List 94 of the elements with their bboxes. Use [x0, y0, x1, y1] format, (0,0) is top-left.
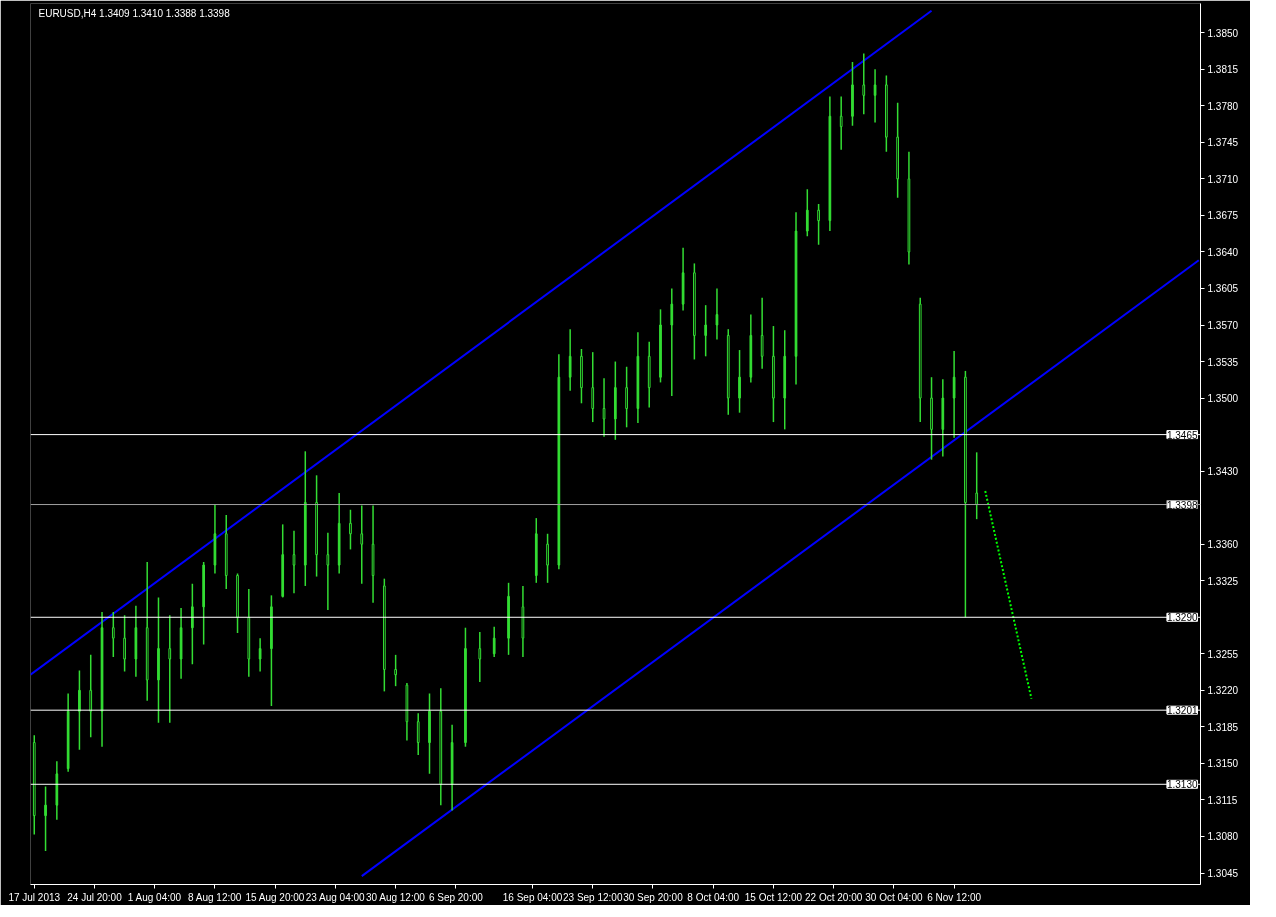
x-tick-label: 15 Aug 20:00	[245, 891, 305, 903]
candlestick	[715, 287, 719, 341]
ref-line-label: 1.3201	[1166, 705, 1198, 717]
candlestick	[885, 74, 888, 153]
candlestick	[89, 654, 93, 739]
candlestick	[326, 531, 330, 611]
candlestick	[602, 377, 606, 438]
y-tick-label: 1.3710	[1207, 173, 1239, 185]
x-tick-label: 30 Aug 12:00	[365, 891, 426, 903]
y-tick-label: 1.3745	[1207, 137, 1239, 149]
candlestick	[930, 376, 933, 461]
candlestick	[464, 626, 467, 748]
candlestick	[659, 308, 662, 384]
x-tick-label: 23 Aug 04:00	[305, 891, 366, 903]
x-tick-label: 8 Oct 04:00	[687, 891, 740, 903]
ref-line-label: 1.3130	[1166, 779, 1198, 791]
candlestick	[258, 637, 262, 673]
y-tick-label: 1.3500	[1207, 393, 1239, 405]
y-tick-label: 1.3850	[1207, 27, 1239, 39]
candlestick	[315, 474, 318, 578]
candlestick	[78, 669, 81, 751]
candlestick	[157, 596, 160, 724]
x-tick-label: 23 Sep 12:00	[562, 891, 623, 903]
candlestick	[738, 349, 741, 414]
ref-line-label: 1.3398	[1166, 499, 1198, 511]
x-tick-label: 15 Oct 12:00	[744, 891, 803, 903]
y-tick-label: 1.3115	[1207, 794, 1238, 806]
ref-line-label: 1.3290	[1166, 612, 1198, 624]
candlestick	[625, 366, 628, 429]
candlestick	[873, 68, 877, 124]
candlestick	[772, 325, 775, 423]
chart-title: EURUSD,H4 1.3409 1.3410 1.3388 1.3398	[38, 7, 231, 19]
y-tick-label: 1.3605	[1207, 283, 1239, 295]
candlestick	[568, 328, 572, 392]
candlestick	[382, 577, 386, 693]
candlestick	[805, 188, 809, 238]
y-tick-label: 1.3220	[1207, 685, 1239, 697]
x-tick-label: 30 Sep 20:00	[623, 891, 684, 903]
x-tick-label: 1 Aug 04:00	[127, 891, 182, 903]
x-tick-label: 17 Jul 2013	[8, 891, 61, 903]
candlestick	[817, 203, 820, 246]
x-tick-label: 6 Nov 12:00	[927, 891, 982, 903]
y-tick-label: 1.3815	[1207, 64, 1239, 76]
y-tick-label: 1.3640	[1207, 246, 1239, 258]
candlestick	[492, 625, 496, 658]
y-tick-label: 1.3255	[1207, 648, 1239, 660]
candlestick	[964, 370, 967, 619]
y-tick-label: 1.3535	[1207, 356, 1239, 368]
candlestick	[704, 304, 708, 358]
x-tick-label: 8 Aug 12:00	[187, 891, 242, 903]
y-tick-label: 1.3325	[1207, 575, 1239, 587]
y-tick-label: 1.3675	[1207, 210, 1239, 222]
candlestick	[44, 785, 47, 852]
x-tick-label: 16 Sep 04:00	[502, 891, 563, 903]
candlestick	[862, 52, 866, 115]
candlestick	[507, 582, 510, 656]
candlestick	[428, 692, 431, 775]
candlestick	[270, 594, 273, 707]
y-tick-label: 1.3570	[1207, 320, 1239, 331]
ref-line-label: 1.3465	[1166, 429, 1198, 441]
y-tick-label: 1.3430	[1207, 466, 1239, 478]
candlestick	[202, 561, 206, 646]
candlestick	[168, 614, 172, 724]
x-tick-label: 30 Oct 04:00	[865, 891, 923, 903]
candlestick	[416, 712, 420, 756]
y-tick-label: 1.3185	[1207, 721, 1239, 733]
candlestick	[191, 583, 194, 665]
y-tick-label: 1.3360	[1207, 539, 1239, 551]
candlestick	[360, 504, 364, 585]
x-tick-label: 6 Sep 20:00	[428, 891, 484, 903]
candlestick	[546, 533, 549, 584]
candlestick	[693, 262, 696, 361]
candlestick	[580, 348, 583, 405]
candlestick	[111, 611, 115, 658]
candlestick	[760, 297, 764, 370]
candlestick	[952, 350, 956, 439]
candlestick	[670, 287, 674, 397]
candlestick	[123, 614, 126, 673]
x-tick-label: 24 Jul 20:00	[67, 891, 123, 903]
candlestick	[839, 95, 843, 151]
candlestick	[975, 451, 979, 520]
y-tick-label: 1.3780	[1207, 100, 1239, 112]
candlestick	[478, 631, 482, 683]
candlestick	[236, 572, 239, 634]
x-tick-label: 22 Oct 20:00	[805, 891, 863, 903]
y-tick-label: 1.3150	[1207, 758, 1239, 770]
candlestick	[394, 654, 397, 687]
y-tick-label: 1.3080	[1207, 831, 1239, 843]
y-tick-label: 1.3045	[1207, 868, 1239, 880]
candlestick	[349, 509, 352, 551]
candlestick	[292, 529, 296, 595]
candlestick	[591, 351, 595, 423]
candlestick	[896, 101, 899, 199]
candlestick	[851, 61, 854, 127]
